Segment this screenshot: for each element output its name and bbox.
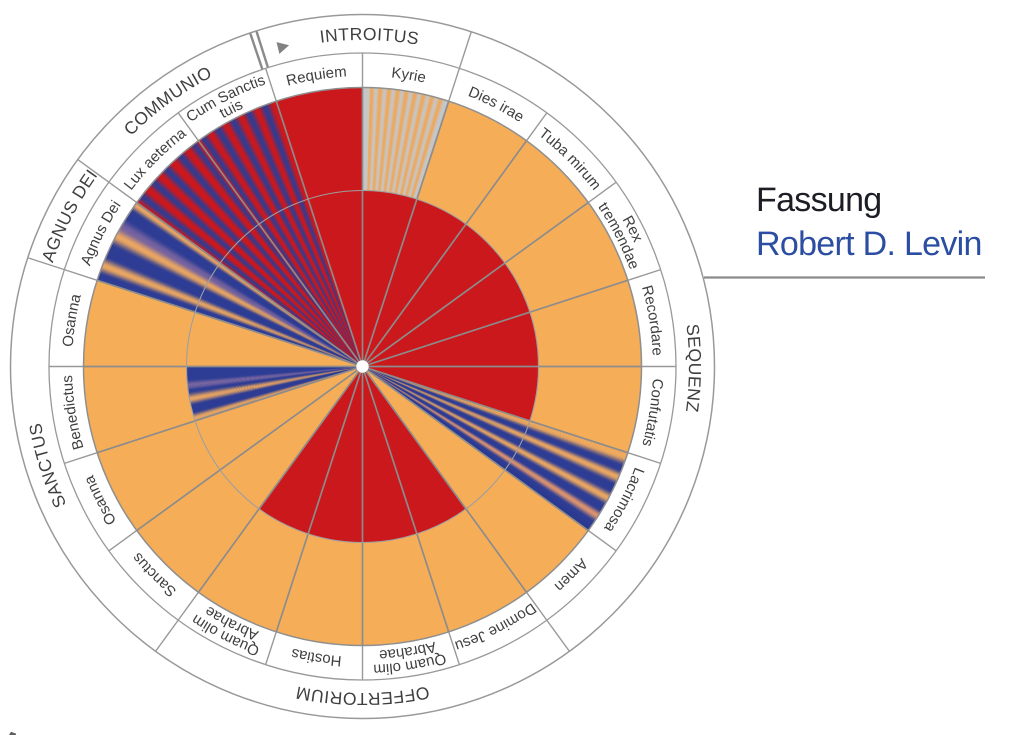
svg-text:Requiem: Requiem	[285, 63, 348, 89]
svg-text:Osanna: Osanna	[60, 292, 85, 348]
svg-text:Benedictus: Benedictus	[59, 375, 87, 452]
svg-text:Kyrie: Kyrie	[391, 64, 428, 86]
svg-text:Hostias: Hostias	[290, 645, 343, 670]
svg-text:Recordare: Recordare	[638, 284, 666, 357]
svg-text:SEQUENZ: SEQUENZ	[682, 323, 705, 414]
svg-text:Fassung: Fassung	[756, 181, 882, 219]
svg-text:Confutatis: Confutatis	[638, 378, 665, 448]
svg-text:SANCTUS: SANCTUS	[25, 421, 70, 511]
svg-text:Robert D. Levin: Robert D. Levin	[756, 225, 982, 263]
svg-text:INTROITUS: INTROITUS	[319, 24, 421, 49]
svg-text:OFFERTORIUM: OFFERTORIUM	[294, 682, 431, 709]
